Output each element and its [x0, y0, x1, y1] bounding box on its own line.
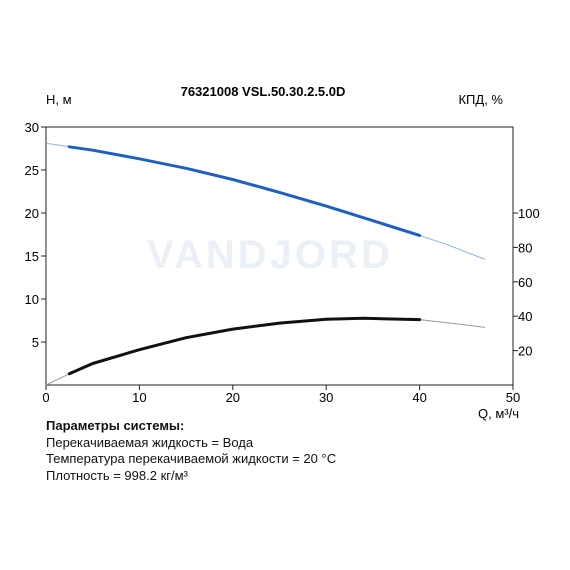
x-tick-label: 50 [506, 390, 520, 405]
y-left-tick-label: 20 [25, 206, 39, 221]
y-left-axis-label: H, м [46, 92, 72, 107]
y-left-tick-label: 5 [32, 335, 39, 350]
param-temperature: Температура перекачиваемой жидкости = 20… [46, 451, 337, 466]
y-right-tick-label: 100 [518, 206, 540, 221]
efficiency-curve [67, 316, 422, 376]
y-right-axis-label: КПД, % [458, 92, 503, 107]
x-tick-label: 40 [412, 390, 426, 405]
y-left-tick-label: 15 [25, 249, 39, 264]
x-tick-label: 20 [226, 390, 240, 405]
y-right-tick-label: 20 [518, 344, 532, 359]
efficiency-curve-extended [45, 317, 486, 386]
head-curve [67, 145, 422, 237]
params-title: Параметры системы: [46, 418, 185, 433]
y-right-tick-label: 60 [518, 275, 532, 290]
y-left-tick-label: 10 [25, 292, 39, 307]
param-density: Плотность = 998.2 кг/м³ [46, 467, 188, 483]
x-axis-label: Q, м³/ч [478, 406, 519, 421]
y-right-tick-label: 80 [518, 240, 532, 255]
watermark-logo: VANDJORD [147, 233, 393, 277]
param-liquid: Перекачиваемая жидкость = Вода [46, 434, 254, 450]
x-tick-label: 30 [319, 390, 333, 405]
chart-title: 76321008 VSL.50.30.2.5.0D [181, 84, 346, 99]
y-left-tick-label: 30 [25, 120, 39, 135]
x-tick-label: 0 [42, 390, 49, 405]
y-left-tick-label: 25 [25, 163, 39, 178]
system-parameters: Параметры системы: Перекачиваемая жидкос… [46, 418, 336, 484]
y-right-tick-label: 40 [518, 309, 532, 324]
x-tick-label: 10 [132, 390, 146, 405]
